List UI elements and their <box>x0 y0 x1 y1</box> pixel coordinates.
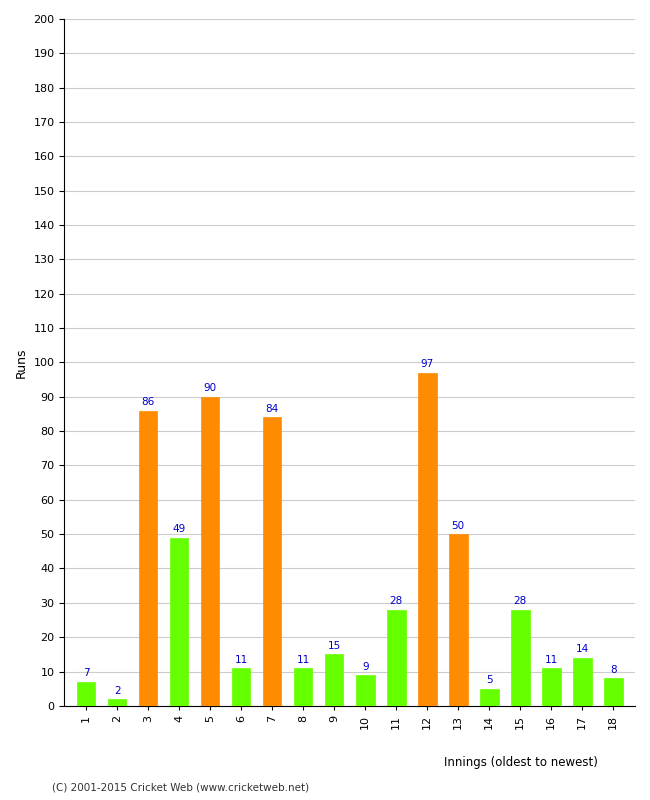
Text: 50: 50 <box>452 521 465 530</box>
Bar <box>201 397 220 706</box>
Text: 2: 2 <box>114 686 120 695</box>
Text: 84: 84 <box>266 404 279 414</box>
Text: Innings (oldest to newest): Innings (oldest to newest) <box>444 756 598 769</box>
Bar <box>387 610 406 706</box>
Text: 11: 11 <box>296 654 310 665</box>
Text: 28: 28 <box>514 596 527 606</box>
Bar <box>170 538 188 706</box>
Bar <box>356 675 374 706</box>
Text: 9: 9 <box>362 662 369 671</box>
Bar <box>511 610 530 706</box>
Bar <box>232 668 250 706</box>
Bar <box>542 668 560 706</box>
Bar <box>139 410 157 706</box>
Text: 7: 7 <box>83 668 90 678</box>
Text: 11: 11 <box>235 654 248 665</box>
Text: 14: 14 <box>576 644 589 654</box>
Bar <box>263 418 281 706</box>
Text: 15: 15 <box>328 641 341 651</box>
Text: 49: 49 <box>172 524 186 534</box>
Text: 11: 11 <box>545 654 558 665</box>
Text: 28: 28 <box>389 596 403 606</box>
Text: (C) 2001-2015 Cricket Web (www.cricketweb.net): (C) 2001-2015 Cricket Web (www.cricketwe… <box>52 782 309 792</box>
Text: 8: 8 <box>610 665 617 675</box>
Text: 90: 90 <box>203 383 216 394</box>
Bar <box>294 668 313 706</box>
Bar <box>573 658 592 706</box>
Text: 97: 97 <box>421 359 434 370</box>
Bar <box>418 373 437 706</box>
Bar <box>108 699 126 706</box>
Text: 5: 5 <box>486 675 493 686</box>
Bar <box>449 534 467 706</box>
Text: 86: 86 <box>142 397 155 407</box>
Y-axis label: Runs: Runs <box>15 347 28 378</box>
Bar <box>480 689 499 706</box>
Bar <box>77 682 96 706</box>
Bar <box>325 654 343 706</box>
Bar <box>604 678 623 706</box>
